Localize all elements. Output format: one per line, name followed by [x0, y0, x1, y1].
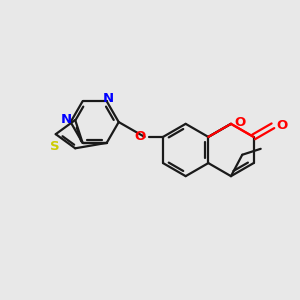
Text: O: O: [134, 130, 145, 143]
Text: N: N: [61, 112, 72, 126]
Text: O: O: [276, 119, 287, 132]
Text: N: N: [102, 92, 113, 105]
Text: S: S: [50, 140, 60, 152]
Text: O: O: [234, 116, 245, 129]
